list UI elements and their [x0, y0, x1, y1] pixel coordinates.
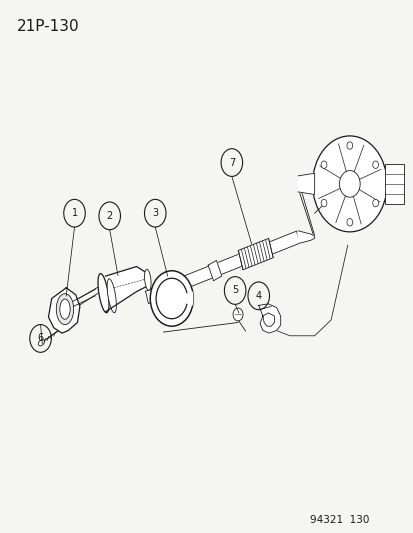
Circle shape [156, 278, 187, 319]
Text: 94321  130: 94321 130 [310, 515, 369, 525]
Circle shape [150, 271, 193, 326]
Text: 4: 4 [255, 291, 261, 301]
Ellipse shape [107, 279, 116, 313]
Circle shape [372, 161, 377, 168]
Polygon shape [238, 238, 273, 270]
Text: 2: 2 [106, 211, 113, 221]
Ellipse shape [144, 269, 151, 290]
Circle shape [312, 136, 386, 232]
Circle shape [346, 142, 352, 149]
Polygon shape [297, 231, 314, 244]
Text: 1: 1 [71, 208, 77, 218]
Polygon shape [48, 288, 80, 333]
Wedge shape [171, 292, 193, 305]
Circle shape [320, 199, 326, 207]
Circle shape [233, 308, 242, 321]
Circle shape [320, 161, 326, 168]
Text: 7: 7 [228, 158, 235, 167]
Text: 6: 6 [38, 334, 43, 343]
Text: 21P-130: 21P-130 [17, 19, 79, 34]
Polygon shape [258, 304, 280, 333]
Circle shape [346, 219, 352, 226]
Ellipse shape [38, 340, 44, 346]
Text: 5: 5 [231, 286, 238, 295]
Ellipse shape [59, 299, 70, 319]
Bar [384, 164, 403, 204]
Polygon shape [145, 231, 299, 303]
Ellipse shape [56, 294, 74, 325]
Circle shape [372, 199, 377, 207]
Polygon shape [208, 261, 221, 281]
Text: 3: 3 [152, 208, 158, 218]
Ellipse shape [98, 273, 109, 313]
Polygon shape [297, 173, 314, 195]
Circle shape [339, 171, 359, 197]
Polygon shape [105, 266, 149, 312]
